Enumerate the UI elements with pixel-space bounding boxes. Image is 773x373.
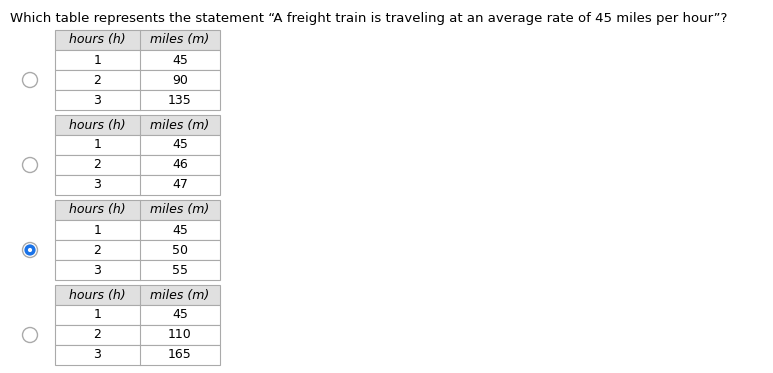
Bar — [55, 285, 220, 305]
Text: 90: 90 — [172, 73, 188, 87]
Bar — [55, 135, 220, 155]
Text: 1: 1 — [94, 223, 101, 236]
Circle shape — [28, 248, 32, 252]
Text: 1: 1 — [94, 53, 101, 66]
Text: Which table represents the statement “A freight train is traveling at an average: Which table represents the statement “A … — [10, 12, 727, 25]
Text: 1: 1 — [94, 138, 101, 151]
Text: 165: 165 — [168, 348, 192, 361]
Circle shape — [22, 327, 38, 342]
Text: 55: 55 — [172, 263, 188, 276]
Text: hours (h): hours (h) — [70, 34, 126, 47]
Text: miles (m): miles (m) — [151, 119, 209, 132]
Bar — [55, 345, 220, 365]
Bar — [55, 260, 220, 280]
Bar — [55, 115, 220, 135]
Bar — [55, 30, 220, 50]
Bar — [55, 220, 220, 240]
Text: 45: 45 — [172, 53, 188, 66]
Text: hours (h): hours (h) — [70, 204, 126, 216]
Bar — [55, 50, 220, 70]
Bar — [55, 240, 220, 260]
Circle shape — [25, 244, 36, 256]
Text: miles (m): miles (m) — [151, 204, 209, 216]
Text: miles (m): miles (m) — [151, 34, 209, 47]
Text: 3: 3 — [94, 179, 101, 191]
Text: 2: 2 — [94, 159, 101, 172]
Text: 2: 2 — [94, 73, 101, 87]
Text: 3: 3 — [94, 94, 101, 107]
Text: 50: 50 — [172, 244, 188, 257]
Bar — [55, 70, 220, 90]
Text: 135: 135 — [168, 94, 192, 107]
Text: 110: 110 — [168, 329, 192, 342]
Circle shape — [22, 72, 38, 88]
Text: 46: 46 — [172, 159, 188, 172]
Text: 3: 3 — [94, 263, 101, 276]
Text: 45: 45 — [172, 308, 188, 322]
Text: hours (h): hours (h) — [70, 119, 126, 132]
Circle shape — [22, 157, 38, 172]
Bar — [55, 305, 220, 325]
Text: 3: 3 — [94, 348, 101, 361]
Text: 2: 2 — [94, 329, 101, 342]
Text: hours (h): hours (h) — [70, 288, 126, 301]
Text: 45: 45 — [172, 138, 188, 151]
Bar — [55, 155, 220, 175]
Text: 47: 47 — [172, 179, 188, 191]
Text: 45: 45 — [172, 223, 188, 236]
Bar — [55, 175, 220, 195]
Bar — [55, 90, 220, 110]
Text: 2: 2 — [94, 244, 101, 257]
Text: miles (m): miles (m) — [151, 288, 209, 301]
Text: 1: 1 — [94, 308, 101, 322]
Bar — [55, 200, 220, 220]
Bar — [55, 325, 220, 345]
Circle shape — [22, 242, 38, 257]
